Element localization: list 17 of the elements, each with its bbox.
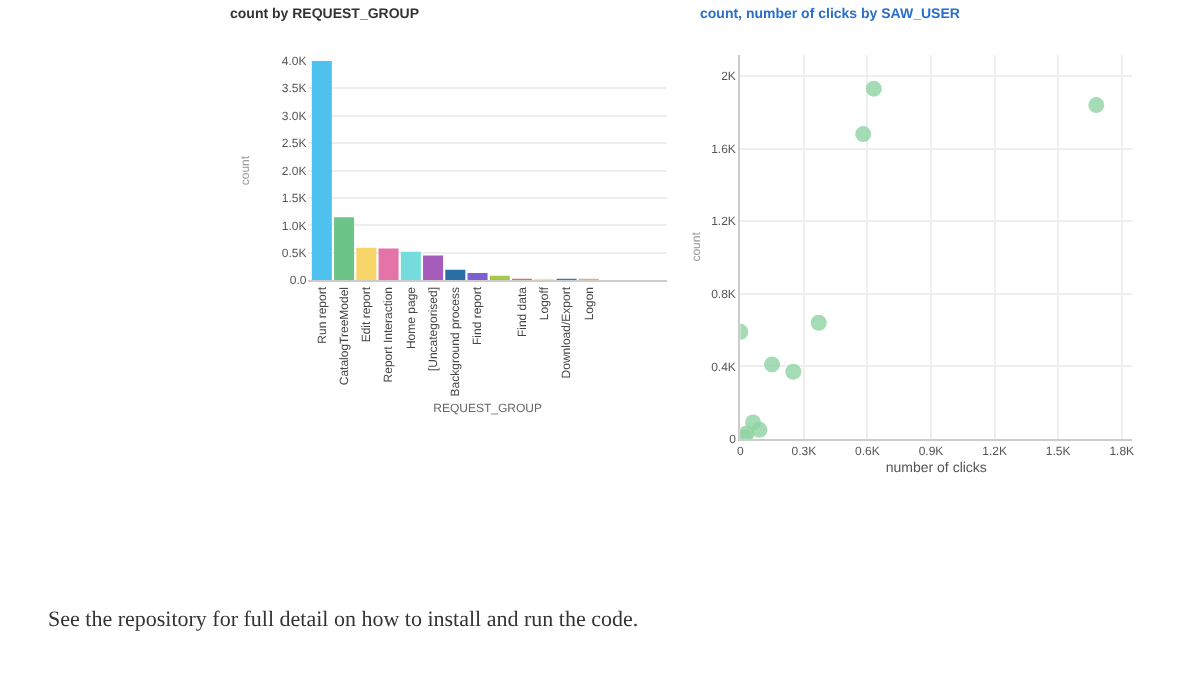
point xyxy=(785,363,802,380)
bar xyxy=(334,217,355,281)
bar xyxy=(467,273,488,281)
bar xyxy=(356,247,377,281)
bar xyxy=(378,248,399,281)
bar xyxy=(400,251,421,281)
bar xyxy=(423,255,444,281)
point xyxy=(1088,97,1105,114)
point xyxy=(751,421,768,438)
bar xyxy=(311,60,332,281)
point xyxy=(865,80,882,97)
point xyxy=(764,356,781,373)
text: See the repository for full detail on how to install and run the code. xyxy=(48,608,639,632)
bar xyxy=(489,275,510,281)
point xyxy=(855,126,872,143)
bar xyxy=(445,269,466,281)
point xyxy=(810,314,827,331)
